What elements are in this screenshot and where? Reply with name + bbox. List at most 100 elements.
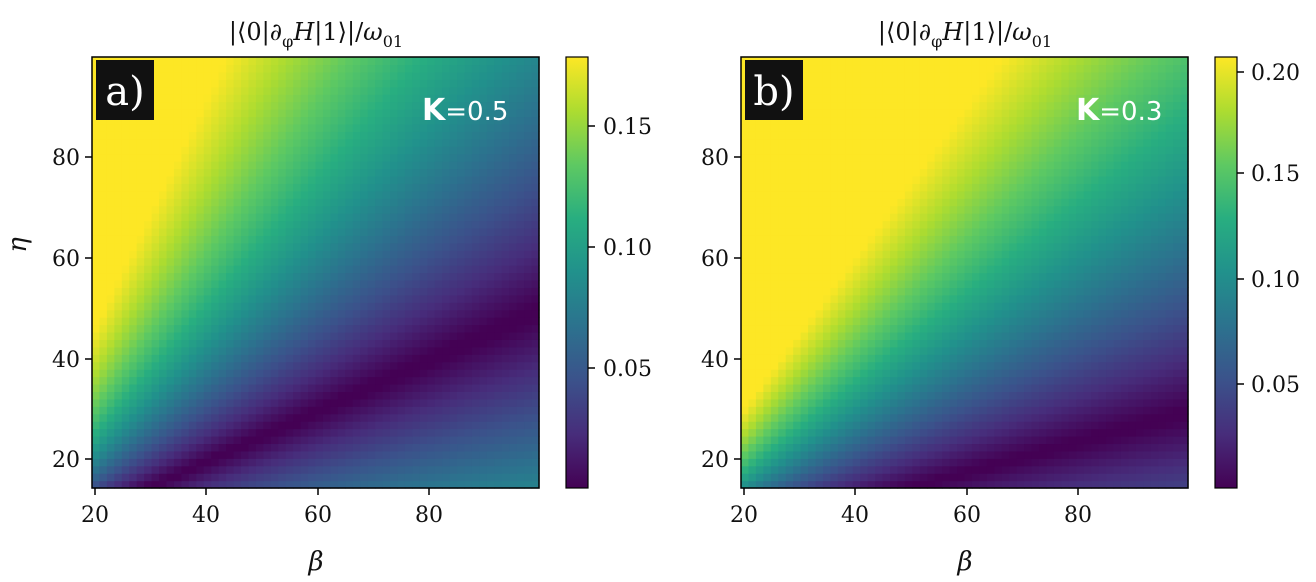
heatmap-cell bbox=[486, 309, 495, 318]
heatmap-cell bbox=[159, 450, 168, 459]
heatmap-cell bbox=[233, 317, 242, 326]
heatmap-cell bbox=[270, 183, 279, 192]
heatmap-cell bbox=[1180, 361, 1189, 370]
heatmap-cell bbox=[136, 361, 145, 370]
heatmap-cell bbox=[181, 421, 190, 430]
heatmap-cell bbox=[494, 190, 503, 199]
heatmap-cell bbox=[867, 413, 876, 422]
heatmap-cell bbox=[285, 235, 294, 244]
heatmap-cell bbox=[151, 227, 160, 236]
heatmap-cell bbox=[442, 71, 451, 80]
heatmap-cell bbox=[330, 250, 339, 259]
heatmap-cell bbox=[479, 190, 488, 199]
heatmap-cell bbox=[159, 302, 168, 311]
heatmap-cell bbox=[315, 94, 324, 103]
heatmap-cell bbox=[1165, 383, 1174, 392]
heatmap-cell bbox=[121, 287, 130, 296]
heatmap-cell bbox=[793, 413, 802, 422]
heatmap-cell bbox=[308, 101, 317, 110]
heatmap-cell bbox=[1158, 376, 1167, 385]
heatmap-cell bbox=[181, 302, 190, 311]
heatmap-cell bbox=[293, 398, 302, 407]
heatmap-cell bbox=[516, 443, 525, 452]
heatmap-cell bbox=[173, 458, 182, 467]
heatmap-cell bbox=[1180, 354, 1189, 363]
heatmap-cell bbox=[397, 324, 406, 333]
heatmap-cell bbox=[308, 480, 317, 489]
heatmap-cell bbox=[1158, 443, 1167, 452]
heatmap-cell bbox=[1143, 473, 1152, 482]
heatmap-cell bbox=[815, 391, 824, 400]
heatmap-cell bbox=[263, 64, 272, 73]
heatmap-cell bbox=[241, 309, 250, 318]
heatmap-cell bbox=[151, 435, 160, 445]
heatmap-cell bbox=[785, 450, 794, 459]
heatmap-cell bbox=[278, 131, 287, 140]
heatmap-cell bbox=[345, 383, 354, 392]
heatmap-cell bbox=[293, 265, 302, 274]
heatmap-cell bbox=[173, 294, 182, 303]
heatmap-cell bbox=[397, 257, 406, 266]
heatmap-cell bbox=[837, 391, 846, 400]
heatmap-cell bbox=[524, 317, 533, 326]
heatmap-cell bbox=[897, 369, 906, 378]
heatmap-cell bbox=[151, 101, 160, 110]
heatmap-cell bbox=[860, 480, 869, 489]
heatmap-cell bbox=[822, 421, 831, 430]
heatmap-cell bbox=[196, 480, 205, 489]
heatmap-cell bbox=[479, 220, 488, 229]
heatmap-cell bbox=[912, 465, 921, 474]
heatmap-cell bbox=[875, 354, 884, 363]
heatmap-cell bbox=[852, 354, 861, 363]
heatmap-cell bbox=[241, 138, 250, 147]
heatmap-cell bbox=[486, 265, 495, 274]
heatmap-cell bbox=[106, 168, 115, 177]
x-axis-a: 20 40 60 80 β bbox=[81, 488, 443, 577]
heatmap-cell bbox=[360, 86, 369, 95]
heatmap-cell bbox=[255, 346, 264, 355]
heatmap-cell bbox=[449, 94, 458, 103]
heatmap-cell bbox=[203, 242, 212, 251]
heatmap-cell bbox=[337, 391, 346, 400]
heatmap-cell bbox=[464, 331, 473, 340]
heatmap-cell bbox=[114, 346, 123, 355]
heatmap-cell bbox=[785, 324, 794, 333]
heatmap-cell bbox=[808, 406, 817, 415]
heatmap-cell bbox=[166, 480, 175, 489]
heatmap-cell bbox=[1113, 428, 1122, 437]
heatmap-cell bbox=[248, 64, 257, 73]
heatmap-cell bbox=[397, 183, 406, 192]
heatmap-cell bbox=[375, 146, 384, 155]
heatmap-cell bbox=[226, 279, 235, 288]
heatmap-cell bbox=[442, 235, 451, 244]
heatmap-cell bbox=[471, 272, 480, 281]
heatmap-cell bbox=[255, 302, 264, 311]
heatmap-cell bbox=[241, 175, 250, 184]
heatmap-cell bbox=[949, 473, 958, 482]
heatmap-cell bbox=[763, 473, 772, 482]
heatmap-cell bbox=[144, 354, 153, 363]
heatmap-cell bbox=[345, 205, 354, 214]
heatmap-cell bbox=[278, 398, 287, 407]
heatmap-cell bbox=[397, 369, 406, 378]
heatmap-cell bbox=[345, 175, 354, 184]
heatmap-cell bbox=[330, 354, 339, 363]
heatmap-cell bbox=[382, 86, 391, 95]
heatmap-cell bbox=[427, 101, 436, 110]
heatmap-cell bbox=[196, 198, 205, 207]
heatmap-cell bbox=[979, 354, 988, 363]
heatmap-cell bbox=[471, 257, 480, 266]
heatmap-cell bbox=[300, 369, 309, 378]
heatmap-cell bbox=[144, 324, 153, 333]
heatmap-cell bbox=[337, 146, 346, 155]
heatmap-cell bbox=[181, 146, 190, 155]
heatmap-cell bbox=[1061, 324, 1070, 333]
heatmap-cell bbox=[1128, 398, 1137, 407]
heatmap-cell bbox=[1113, 473, 1122, 482]
heatmap-cell bbox=[382, 473, 391, 482]
heatmap-cell bbox=[92, 421, 101, 430]
heatmap-cell bbox=[1091, 480, 1100, 489]
heatmap-cell bbox=[524, 79, 533, 88]
heatmap-cell bbox=[957, 443, 966, 452]
heatmap-cell bbox=[949, 354, 958, 363]
